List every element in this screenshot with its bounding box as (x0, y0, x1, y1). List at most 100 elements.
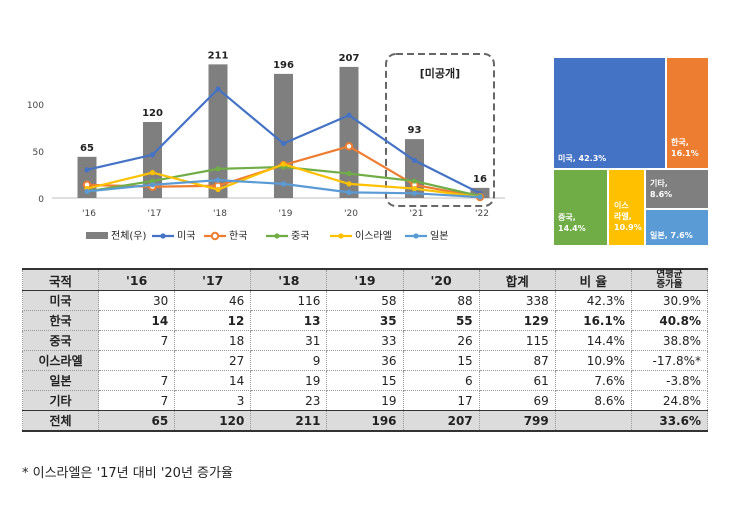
table-cell: 7.6% (554, 370, 632, 391)
table-cell: 799 (478, 410, 556, 432)
table-cell: 30.9% (630, 290, 709, 311)
table-header-cell: 국적 (21, 268, 100, 291)
table-header-cell: '20 (402, 268, 480, 291)
table-cell: 196 (326, 410, 404, 432)
table-cell: 88 (402, 290, 480, 311)
treemap-cell: 이스 라엘, 10.9% (608, 169, 645, 246)
legend-label: 전체(우) (111, 230, 147, 242)
table-cell: 8.6% (554, 390, 632, 411)
series-point (477, 194, 483, 200)
table-body: 미국 30 46 116 58 88 338 42.3% 30.9% 한국 14 12 13 35 55 12… (21, 290, 709, 432)
series-point (346, 112, 352, 118)
table-cell: 65 (98, 410, 176, 432)
table-cell: 129 (478, 310, 556, 331)
series-point (149, 178, 156, 184)
table-cell: 7 (98, 330, 176, 351)
treemap-cell: 중국, 14.4% (553, 169, 608, 246)
table-cell: 36 (326, 350, 404, 371)
table-cell: 15 (402, 350, 480, 371)
table-row-header: 이스라엘 (21, 350, 100, 371)
series-point (411, 190, 418, 196)
table-cell: 120 (174, 410, 252, 432)
table-cell: 13 (250, 310, 328, 331)
legend-label: 중국 (291, 230, 309, 242)
table-cell: 9 (250, 350, 328, 371)
x-tick-label: '22 (475, 209, 489, 219)
legend-label: 한국 (229, 230, 247, 242)
table-row: 미국 30 46 116 58 88 338 42.3% 30.9% (21, 290, 709, 311)
series-point (215, 86, 221, 92)
bar-data-label: 120 (142, 108, 163, 119)
treemap-label: 한국, 16.1% (671, 138, 699, 158)
table-cell (98, 350, 176, 371)
series-point (215, 166, 221, 172)
table-cell: 115 (478, 330, 556, 351)
table-row: 한국 14 12 13 35 55 129 16.1% 40.8% (21, 310, 709, 331)
table-cell: 58 (326, 290, 404, 311)
series-point (149, 152, 156, 158)
table-cell: 24.8% (630, 390, 709, 411)
table-row-header: 중국 (21, 330, 100, 351)
series-point (149, 170, 156, 176)
left-axis-tick-label: 0 (38, 195, 44, 205)
legend-label: 이스라엘 (355, 229, 392, 242)
bar-data-label: 211 (208, 50, 229, 61)
footnote: * 이스라엘은 '17년 대비 '20년 증가율 (22, 466, 233, 481)
table-cell: 61 (478, 370, 556, 391)
series-point (149, 182, 156, 188)
series-point (215, 177, 221, 183)
bar-data-label: 65 (80, 143, 94, 154)
undisclosed-box (385, 53, 495, 207)
treemap-cell: 기타, 8.6% (645, 169, 709, 209)
series-point (411, 157, 418, 163)
left-axis-tick-label: 100 (27, 101, 44, 111)
table-cell: 12 (174, 310, 252, 331)
x-tick-label: '17 (148, 209, 162, 219)
table-cell: 116 (250, 290, 328, 311)
bar-data-label: 93 (408, 125, 422, 136)
bar (143, 122, 162, 198)
table-header-cell: '18 (250, 268, 328, 291)
table-row-header: 기타 (21, 390, 100, 411)
treemap-cell: 한국, 16.1% (666, 57, 709, 169)
legend-label: 일본 (430, 230, 448, 242)
table-row: 전체 65 120 211 196 207 799 33.6% (21, 410, 709, 432)
table-cell: 207 (402, 410, 480, 432)
legend-marker (274, 233, 280, 239)
table-cell: 16.1% (554, 310, 632, 331)
table-cell: 6 (402, 370, 480, 391)
table-header-cell: 비 율 (554, 268, 632, 291)
table-cell: 14.4% (554, 330, 632, 351)
table-cell: 40.8% (630, 310, 709, 331)
treemap-label: 중국, 14.4% (558, 213, 586, 233)
legend-marker (160, 233, 166, 239)
x-tick-label: '21 (410, 209, 424, 219)
table-row-header: 일본 (21, 370, 100, 391)
series-point (280, 140, 287, 147)
series-point (84, 167, 90, 173)
table-cell: 27 (174, 350, 252, 371)
table-header-row: 국적 '16'17'18'19'20 합계 비 율 연평균 증가율 (21, 268, 709, 291)
series-point (84, 188, 90, 195)
table-cell: -3.8% (630, 370, 709, 391)
table-row-header: 전체 (21, 410, 100, 432)
left-axis-tick-label: 50 (33, 148, 45, 158)
treemap-label: 기타, 8.6% (650, 179, 673, 199)
table-cell: 87 (478, 350, 556, 371)
series-point (215, 186, 221, 193)
series-point (280, 181, 287, 187)
table-cell (554, 410, 632, 432)
legend-marker (210, 231, 220, 241)
table-row: 일본 7 14 19 15 6 61 7.6% -3.8% (21, 370, 709, 391)
table-cell: 26 (402, 330, 480, 351)
table-cell: 33 (326, 330, 404, 351)
table-cell: 7 (98, 390, 176, 411)
undisclosed-label: [미공개] (420, 66, 460, 80)
x-tick-label: '19 (279, 209, 293, 219)
table-cell: 35 (326, 310, 404, 331)
table-header-cell: '16 (98, 268, 176, 291)
table-cell: 7 (98, 370, 176, 391)
table-cell: 211 (250, 410, 328, 432)
table-header-cell: '19 (326, 268, 404, 291)
series-point (280, 161, 287, 167)
